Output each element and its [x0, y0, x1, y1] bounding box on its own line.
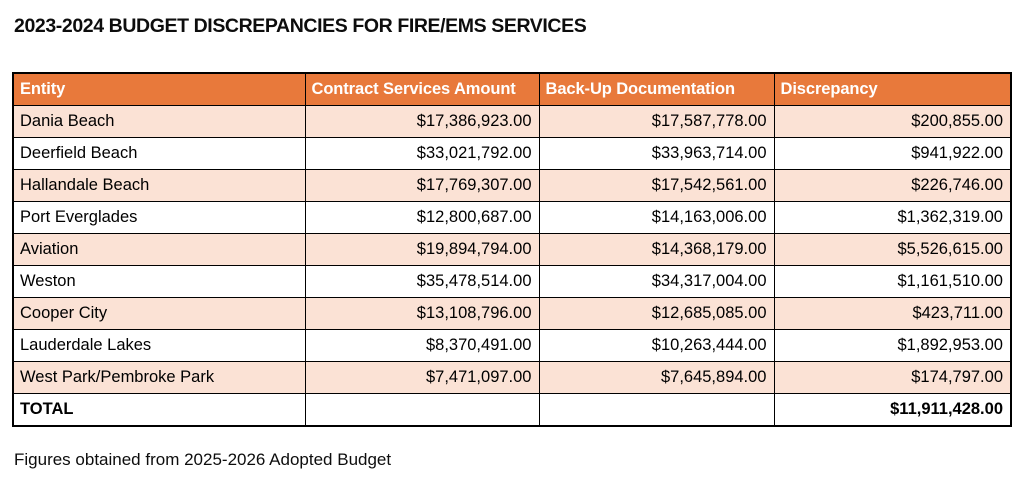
- cell-backup: $10,263,444.00: [538, 329, 775, 362]
- column-header-contract-services-amount[interactable]: Contract Services Amount: [304, 72, 540, 106]
- cell-discrepancy: $174,797.00: [773, 361, 1012, 394]
- cell-contract: $35,478,514.00: [304, 265, 540, 298]
- cell-total-contract: [304, 393, 540, 427]
- cell-entity: Hallandale Beach: [12, 169, 306, 202]
- cell-backup: $14,368,179.00: [538, 233, 775, 266]
- cell-entity: Deerfield Beach: [12, 137, 306, 170]
- cell-backup: $14,163,006.00: [538, 201, 775, 234]
- source-footnote: Figures obtained from 2025-2026 Adopted …: [14, 450, 392, 469]
- cell-discrepancy: $1,892,953.00: [773, 329, 1012, 362]
- cell-entity: Weston: [12, 265, 306, 298]
- column-header-entity[interactable]: Entity: [12, 72, 306, 106]
- cell-entity: Dania Beach: [12, 105, 306, 138]
- budget-discrepancies-table: Entity Contract Services Amount Back-Up …: [12, 72, 1012, 427]
- cell-contract: $13,108,796.00: [304, 297, 540, 330]
- column-header-back-up-documentation[interactable]: Back-Up Documentation: [538, 72, 775, 106]
- table-row: West Park/Pembroke Park $7,471,097.00 $7…: [12, 361, 1012, 394]
- cell-discrepancy: $1,161,510.00: [773, 265, 1012, 298]
- table-total-row: TOTAL $11,911,428.00: [12, 393, 1012, 427]
- table-header-row: Entity Contract Services Amount Back-Up …: [12, 72, 1012, 106]
- cell-contract: $33,021,792.00: [304, 137, 540, 170]
- table-row: Lauderdale Lakes $8,370,491.00 $10,263,4…: [12, 329, 1012, 362]
- cell-entity: Lauderdale Lakes: [12, 329, 306, 362]
- cell-discrepancy: $226,746.00: [773, 169, 1012, 202]
- cell-entity: Aviation: [12, 233, 306, 266]
- budget-table-container: Entity Contract Services Amount Back-Up …: [12, 72, 1012, 427]
- cell-entity: Cooper City: [12, 297, 306, 330]
- column-header-discrepancy[interactable]: Discrepancy: [773, 72, 1012, 106]
- cell-backup: $17,587,778.00: [538, 105, 775, 138]
- page-title: 2023-2024 BUDGET DISCREPANCIES FOR FIRE/…: [14, 15, 587, 37]
- cell-discrepancy: $941,922.00: [773, 137, 1012, 170]
- table-row: Weston $35,478,514.00 $34,317,004.00 $1,…: [12, 265, 1012, 298]
- table-row: Dania Beach $17,386,923.00 $17,587,778.0…: [12, 105, 1012, 138]
- cell-backup: $7,645,894.00: [538, 361, 775, 394]
- cell-discrepancy: $1,362,319.00: [773, 201, 1012, 234]
- table-row: Port Everglades $12,800,687.00 $14,163,0…: [12, 201, 1012, 234]
- cell-discrepancy: $5,526,615.00: [773, 233, 1012, 266]
- table-row: Cooper City $13,108,796.00 $12,685,085.0…: [12, 297, 1012, 330]
- cell-total-backup: [538, 393, 775, 427]
- table-row: Aviation $19,894,794.00 $14,368,179.00 $…: [12, 233, 1012, 266]
- table-row: Deerfield Beach $33,021,792.00 $33,963,7…: [12, 137, 1012, 170]
- table-row: Hallandale Beach $17,769,307.00 $17,542,…: [12, 169, 1012, 202]
- cell-contract: $12,800,687.00: [304, 201, 540, 234]
- cell-backup: $34,317,004.00: [538, 265, 775, 298]
- cell-backup: $17,542,561.00: [538, 169, 775, 202]
- cell-entity: Port Everglades: [12, 201, 306, 234]
- cell-discrepancy: $200,855.00: [773, 105, 1012, 138]
- cell-discrepancy: $423,711.00: [773, 297, 1012, 330]
- table-header: Entity Contract Services Amount Back-Up …: [12, 72, 1012, 106]
- cell-total-label: TOTAL: [12, 393, 306, 427]
- cell-backup: $33,963,714.00: [538, 137, 775, 170]
- cell-contract: $17,386,923.00: [304, 105, 540, 138]
- cell-contract: $19,894,794.00: [304, 233, 540, 266]
- cell-entity: West Park/Pembroke Park: [12, 361, 306, 394]
- cell-contract: $8,370,491.00: [304, 329, 540, 362]
- cell-total-discrepancy: $11,911,428.00: [773, 393, 1012, 427]
- cell-contract: $7,471,097.00: [304, 361, 540, 394]
- table-body: Dania Beach $17,386,923.00 $17,587,778.0…: [12, 105, 1012, 427]
- cell-contract: $17,769,307.00: [304, 169, 540, 202]
- cell-backup: $12,685,085.00: [538, 297, 775, 330]
